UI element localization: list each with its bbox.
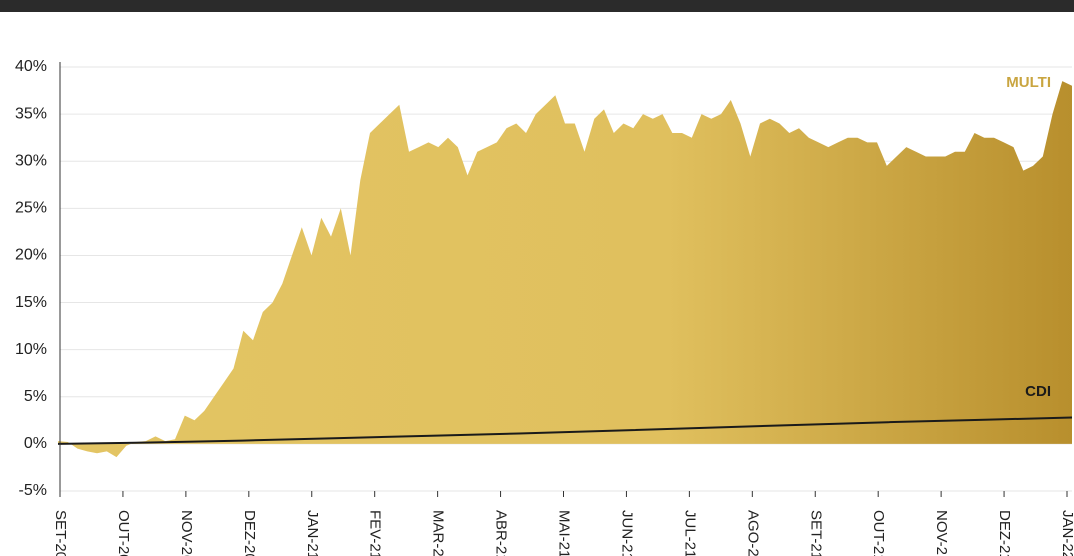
- x-tick-label: NOV-21: [933, 510, 950, 556]
- x-tick-label: AGO-21: [744, 510, 761, 556]
- y-tick-label: 30%: [15, 152, 47, 169]
- y-tick-label: 40%: [15, 58, 47, 75]
- x-tick-label: FEV-21: [367, 510, 384, 556]
- x-tick-label: JAN-22: [1059, 510, 1074, 556]
- line: [57, 416, 1073, 445]
- series-label: CDI: [1025, 383, 1051, 400]
- x-tick-label: MAI-21: [556, 510, 573, 556]
- y-tick-label: 35%: [15, 105, 47, 122]
- y-tick-label: 20%: [15, 247, 47, 264]
- x-tick-label: MAR-21: [430, 510, 447, 556]
- top-bar: [0, 0, 1074, 12]
- x-tick-label: NOV-20: [178, 510, 195, 556]
- x-tick-label: DEZ-20: [241, 510, 258, 556]
- y-tick-label: 0%: [24, 435, 47, 452]
- x-tick-label: SET-21: [807, 510, 824, 556]
- area: [58, 81, 1072, 458]
- x-tick-label: JUN-21: [618, 510, 635, 556]
- x-tick-label: JUL-21: [681, 510, 698, 556]
- y-tick-label: 5%: [24, 388, 47, 405]
- y-tick-label: 15%: [15, 294, 47, 311]
- x-tick-label: OUT-21: [870, 510, 887, 556]
- x-tick-label: SET-20: [52, 510, 69, 556]
- x-tick-label: DEZ-21: [996, 510, 1013, 556]
- y-tick-label: 25%: [15, 200, 47, 217]
- y-tick-label: -5%: [19, 482, 47, 499]
- y-tick-label: 10%: [15, 341, 47, 358]
- series-label: MULTI: [1006, 74, 1051, 91]
- x-tick-label: ABR-21: [493, 510, 510, 556]
- x-tick-label: OUT-20: [115, 510, 132, 556]
- x-tick-label: JAN-21: [304, 510, 321, 556]
